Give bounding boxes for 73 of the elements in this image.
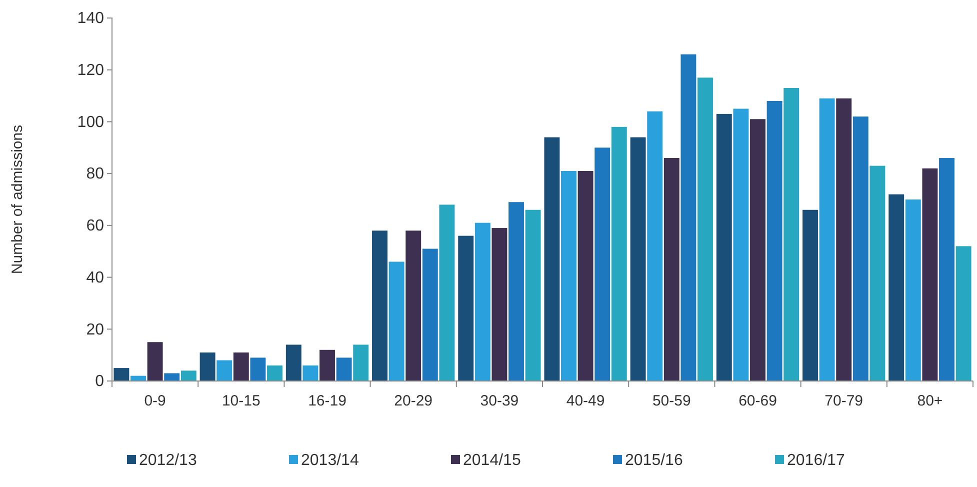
- bar: [474, 222, 490, 381]
- bar: [525, 210, 541, 381]
- bar: [372, 230, 388, 381]
- bar: [561, 170, 576, 381]
- y-tick-label: 120: [77, 62, 104, 79]
- x-tick-label: 0-9: [144, 392, 166, 410]
- bar: [544, 137, 560, 381]
- bar: [784, 88, 800, 381]
- bar: [698, 78, 713, 381]
- bar: [406, 230, 422, 381]
- x-tick-label: 70-79: [824, 392, 864, 410]
- x-tick-label: 80+: [917, 392, 943, 410]
- x-tick-label: 10-15: [222, 392, 260, 410]
- bar: [200, 352, 216, 381]
- bar: [750, 119, 766, 381]
- bar: [766, 100, 782, 381]
- bar: [320, 350, 335, 381]
- x-tick-label: 60-69: [738, 392, 777, 410]
- x-tick-label: 20-29: [394, 392, 433, 410]
- bar: [716, 114, 732, 381]
- x-tick-label: 30-39: [480, 392, 519, 410]
- bar: [888, 194, 904, 381]
- bar: [508, 202, 524, 381]
- bar: [164, 373, 180, 381]
- y-tick-label: 40: [86, 269, 104, 286]
- bar: [388, 262, 404, 381]
- bar: [250, 358, 266, 381]
- bar: [922, 168, 938, 381]
- x-tick-label: 40-49: [566, 392, 605, 410]
- bar: [802, 210, 818, 381]
- legend-label: 2013/14: [301, 452, 359, 469]
- bar: [647, 111, 663, 381]
- bar: [680, 54, 696, 381]
- legend-label: 2015/16: [625, 452, 683, 469]
- bar: [594, 148, 610, 381]
- bar: [458, 236, 474, 381]
- bar: [870, 166, 886, 381]
- y-tick-label: 0: [95, 373, 104, 390]
- bar: [905, 200, 921, 381]
- bar: [956, 246, 972, 381]
- x-tick-label: 50-59: [652, 392, 691, 410]
- y-tick-label: 20: [86, 321, 104, 338]
- bar: [611, 126, 627, 381]
- y-tick-label: 80: [86, 166, 104, 183]
- bar: [353, 344, 369, 381]
- bar: [939, 158, 954, 381]
- bar: [114, 368, 130, 381]
- bar: [852, 116, 868, 381]
- bar: [819, 98, 835, 381]
- bar: [302, 365, 318, 381]
- bar: [147, 342, 163, 381]
- bar: [216, 360, 232, 381]
- y-tick-label: 100: [77, 114, 104, 131]
- x-tick-label: 16-19: [308, 392, 346, 410]
- y-tick-label: 140: [77, 10, 104, 28]
- bar: [578, 170, 594, 381]
- bar: [733, 108, 749, 381]
- bar: [180, 370, 196, 381]
- y-axis-title: Number of admissions: [9, 124, 26, 274]
- bar: [233, 352, 249, 381]
- bar: [422, 248, 438, 381]
- bar: [439, 204, 455, 381]
- legend-label: 2016/17: [787, 452, 845, 469]
- bar: [336, 358, 352, 381]
- bar: [267, 365, 282, 381]
- y-tick-label: 60: [86, 218, 104, 235]
- bar: [286, 344, 302, 381]
- bar: [630, 137, 646, 381]
- bar: [836, 98, 852, 381]
- bar: [492, 228, 508, 381]
- legend-label: 2014/15: [463, 452, 521, 469]
- legend-label: 2012/13: [139, 452, 197, 469]
- bar: [664, 158, 680, 381]
